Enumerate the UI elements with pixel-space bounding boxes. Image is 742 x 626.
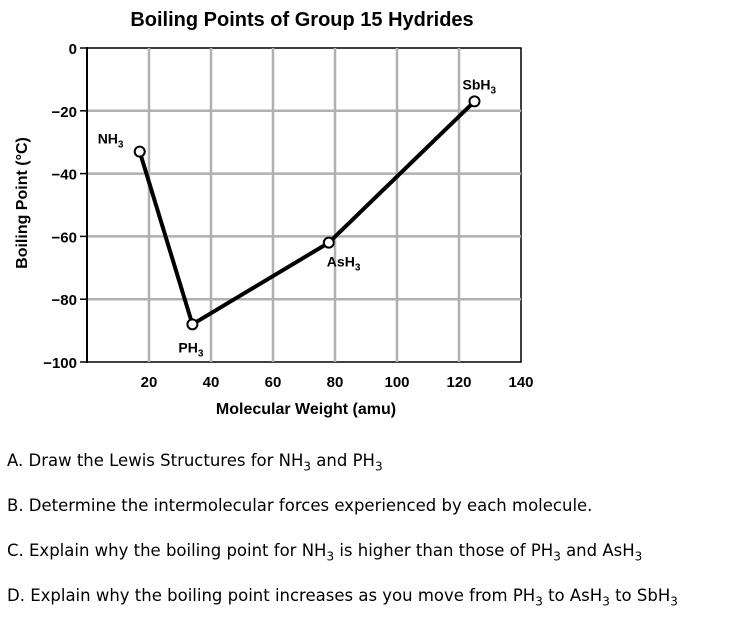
x-tick-label: 40 (203, 374, 220, 391)
y-axis-label: Boiling Point (°C) (14, 137, 31, 269)
plot-frame (86, 47, 522, 363)
question-list: A. Draw the Lewis Structures for NH3 and… (7, 446, 737, 626)
series-line (137, 99, 476, 327)
chart-point-labels: NH3 PH3 AsH3 SbH3 (98, 76, 497, 359)
chart-grid (86, 47, 522, 363)
data-point-marker (133, 145, 146, 158)
data-point-label: NH3 (98, 131, 124, 151)
data-point-label: SbH3 (463, 76, 497, 96)
chart-title: Boiling Points of Group 15 Hydrides (130, 9, 473, 31)
x-tick-label: 140 (508, 374, 533, 391)
x-tick-label: 60 (265, 374, 282, 391)
chart-series (133, 95, 481, 331)
question-d: D. Explain why the boiling point increas… (7, 586, 678, 609)
y-tick-label: −60 (52, 229, 77, 246)
data-point-label: AsH3 (327, 254, 361, 274)
data-point-label: PH3 (178, 339, 203, 359)
x-tick-label: 120 (446, 374, 471, 391)
x-axis-label: Molecular Weight (amu) (216, 401, 396, 418)
x-tick-label: 100 (384, 374, 409, 391)
x-tick-label: 20 (141, 374, 158, 391)
question-a: A. Draw the Lewis Structures for NH3 and… (7, 451, 383, 474)
question-b: B. Determine the intermolecular forces e… (7, 496, 593, 515)
data-point-marker (186, 318, 199, 331)
data-point-marker (468, 95, 481, 108)
y-tick-label: −80 (52, 292, 77, 309)
x-tick-label: 80 (327, 374, 344, 391)
boiling-point-chart: Boiling Points of Group 15 Hydrides 20 40… (14, 9, 534, 418)
data-point-marker (322, 236, 335, 249)
y-tick-label: −40 (52, 167, 77, 184)
question-c: C. Explain why the boiling point for NH3… (7, 541, 643, 564)
y-tick-label: −20 (52, 104, 77, 121)
y-tick-label: −100 (43, 355, 77, 372)
chart-ticks: 20 40 60 80 100 120 140 0 −20 −40 −60 −80 −100 (43, 41, 533, 391)
y-tick-label: 0 (69, 41, 77, 58)
